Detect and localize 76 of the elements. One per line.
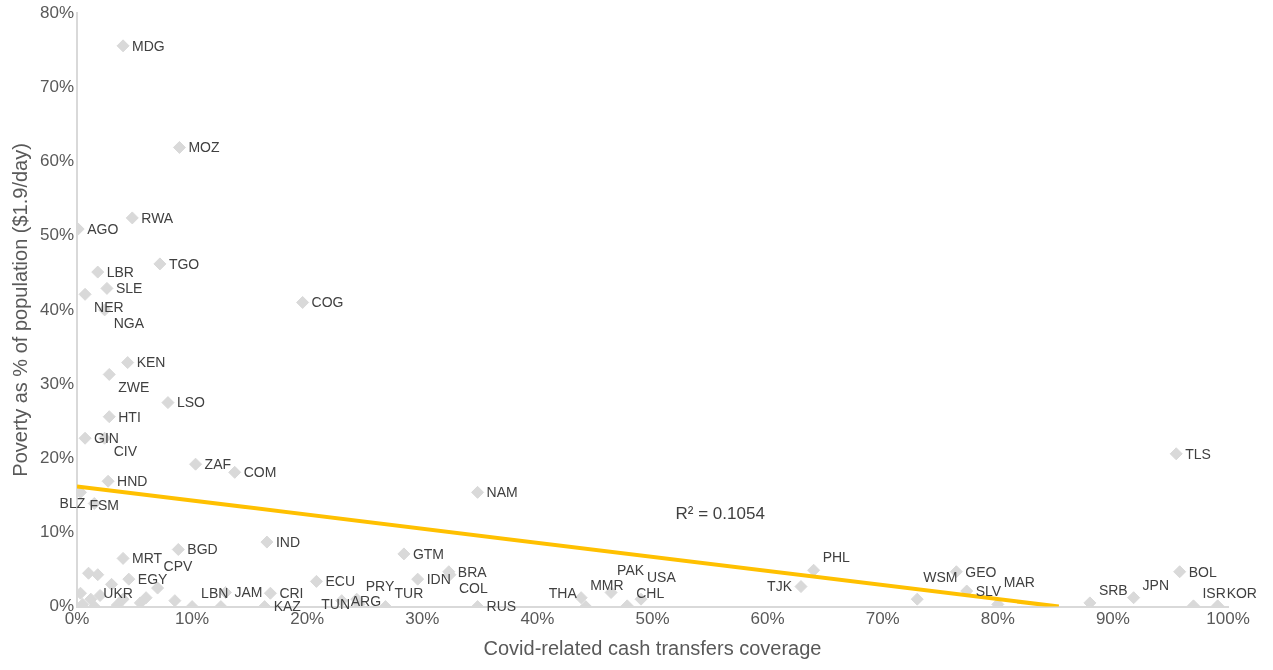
data-label: TUN bbox=[321, 596, 351, 613]
data-label: COL bbox=[458, 579, 488, 596]
data-label: BGD bbox=[187, 541, 218, 558]
y-tick-label: 50% bbox=[39, 225, 75, 245]
data-label: RWA bbox=[141, 209, 174, 226]
data-label: IDN bbox=[426, 571, 451, 588]
y-tick-label: 40% bbox=[39, 299, 75, 319]
data-label: LSO bbox=[176, 394, 206, 411]
x-tick-label: 30% bbox=[405, 609, 440, 629]
data-label: TLS bbox=[1185, 445, 1211, 462]
data-label: AGO bbox=[87, 220, 119, 237]
data-label: JAM bbox=[234, 584, 263, 601]
y-tick-label: 30% bbox=[39, 373, 75, 393]
y-tick-label: 70% bbox=[39, 77, 75, 97]
data-label: LBN bbox=[201, 585, 229, 602]
data-label: CHL bbox=[636, 584, 665, 601]
data-label: JPN bbox=[1142, 576, 1170, 593]
y-tick-label: 10% bbox=[39, 522, 75, 542]
data-label: TJK bbox=[767, 578, 793, 595]
x-tick-label: 90% bbox=[1095, 609, 1130, 629]
data-label: NGA bbox=[113, 314, 145, 331]
data-label: HND bbox=[117, 473, 148, 490]
data-label: THA bbox=[548, 585, 578, 602]
data-label: BRA bbox=[457, 563, 488, 580]
data-label: MDG bbox=[132, 37, 165, 54]
y-axis-title: Poverty as % of population ($1.9/day) bbox=[8, 143, 31, 477]
data-label: FSM bbox=[89, 497, 120, 514]
data-label: ZAF bbox=[204, 456, 232, 473]
data-label: SLV bbox=[975, 582, 1002, 599]
data-label: KOR bbox=[1226, 584, 1257, 601]
data-label: WSM bbox=[923, 569, 958, 586]
y-tick-label: 60% bbox=[39, 151, 75, 171]
data-label: MMR bbox=[590, 576, 624, 593]
data-label: COM bbox=[243, 464, 277, 481]
data-label: PAK bbox=[617, 562, 645, 579]
data-label: GTM bbox=[412, 545, 445, 562]
x-tick-label: 80% bbox=[980, 609, 1015, 629]
data-label: ZWE bbox=[118, 379, 150, 396]
data-label: NER bbox=[94, 299, 124, 316]
data-label: HTI bbox=[118, 408, 141, 425]
data-label: LBR bbox=[106, 263, 134, 280]
x-tick-label: 70% bbox=[865, 609, 900, 629]
data-label: USA bbox=[647, 569, 677, 586]
data-label: TUR bbox=[394, 585, 424, 602]
data-label: TGO bbox=[168, 255, 200, 272]
data-label: CPV bbox=[163, 557, 194, 574]
x-tick-label: 10% bbox=[175, 609, 210, 629]
annotation: R² = 0.1054 bbox=[675, 504, 765, 524]
data-label: IND bbox=[275, 533, 301, 550]
data-label: ARG bbox=[350, 592, 382, 609]
x-tick-label: 100% bbox=[1206, 609, 1250, 629]
data-label: MRT bbox=[132, 550, 163, 567]
y-tick-label: 80% bbox=[39, 2, 75, 22]
data-label: ISR bbox=[1202, 584, 1226, 601]
data-label: EGY bbox=[137, 571, 169, 588]
data-label: BOL bbox=[1188, 563, 1217, 580]
data-label: PRY bbox=[365, 578, 395, 595]
data-label: UKR bbox=[103, 585, 133, 602]
data-label: MOZ bbox=[188, 139, 221, 156]
data-label: SRB bbox=[1098, 581, 1128, 598]
data-label: ECU bbox=[325, 573, 355, 590]
data-label: KEN bbox=[136, 354, 166, 371]
y-tick-label: 20% bbox=[39, 447, 75, 467]
data-label: RUS bbox=[486, 598, 517, 615]
x-axis-title: Covid-related cash transfers coverage bbox=[483, 636, 822, 659]
data-label: GEO bbox=[965, 563, 997, 580]
data-label: NAM bbox=[486, 484, 518, 501]
data-label: BLZ bbox=[59, 495, 86, 512]
x-tick-label: 50% bbox=[635, 609, 670, 629]
data-label: SLE bbox=[115, 280, 143, 297]
x-tick-label: 60% bbox=[750, 609, 785, 629]
data-label: COG bbox=[311, 294, 344, 311]
data-label: CRI bbox=[279, 585, 304, 602]
data-label: PHL bbox=[822, 549, 851, 566]
data-label: MAR bbox=[1003, 574, 1035, 591]
x-tick-label: 40% bbox=[520, 609, 555, 629]
